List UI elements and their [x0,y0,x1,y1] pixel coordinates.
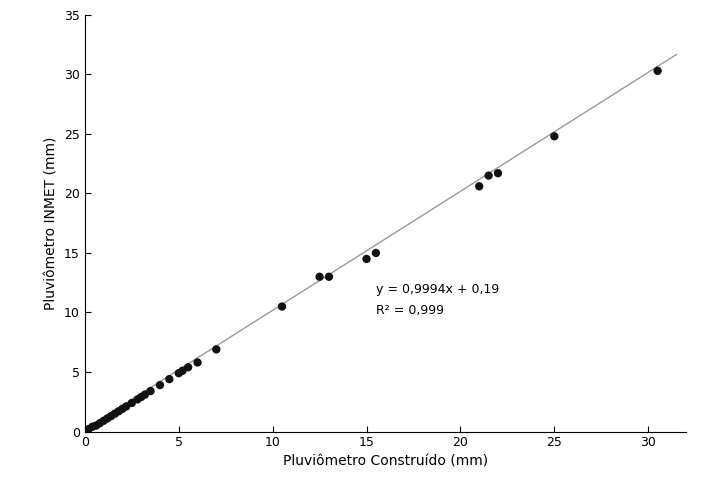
Point [87,423,98,431]
Point [126,399,137,407]
Point [652,67,663,75]
Point [139,391,151,399]
Point [105,412,117,420]
Point [79,428,90,435]
Point [164,375,175,383]
X-axis label: Pluviômetro Construído (mm): Pluviômetro Construído (mm) [283,455,488,469]
Text: y = 0,9994x + 0,19
R² = 0,999: y = 0,9994x + 0,19 R² = 0,999 [376,283,499,317]
Point [98,417,110,425]
Point [483,172,494,180]
Point [117,405,128,413]
Point [182,363,194,371]
Point [90,422,102,430]
Point [145,387,156,395]
Point [109,410,120,418]
Point [211,345,222,353]
Point [136,393,147,401]
Point [173,369,185,377]
Point [370,249,382,257]
Point [192,359,203,367]
Y-axis label: Pluviômetro INMET (mm): Pluviômetro INMET (mm) [45,136,59,310]
Point [474,183,485,190]
Point [314,273,325,281]
Point [94,419,105,427]
Point [154,381,165,389]
Point [113,407,124,415]
Point [102,415,113,423]
Point [323,273,334,281]
Point [549,132,560,140]
Point [492,169,503,177]
Point [361,255,372,263]
Point [120,403,132,411]
Point [83,425,94,433]
Point [276,303,288,310]
Point [132,395,143,403]
Point [177,367,188,375]
